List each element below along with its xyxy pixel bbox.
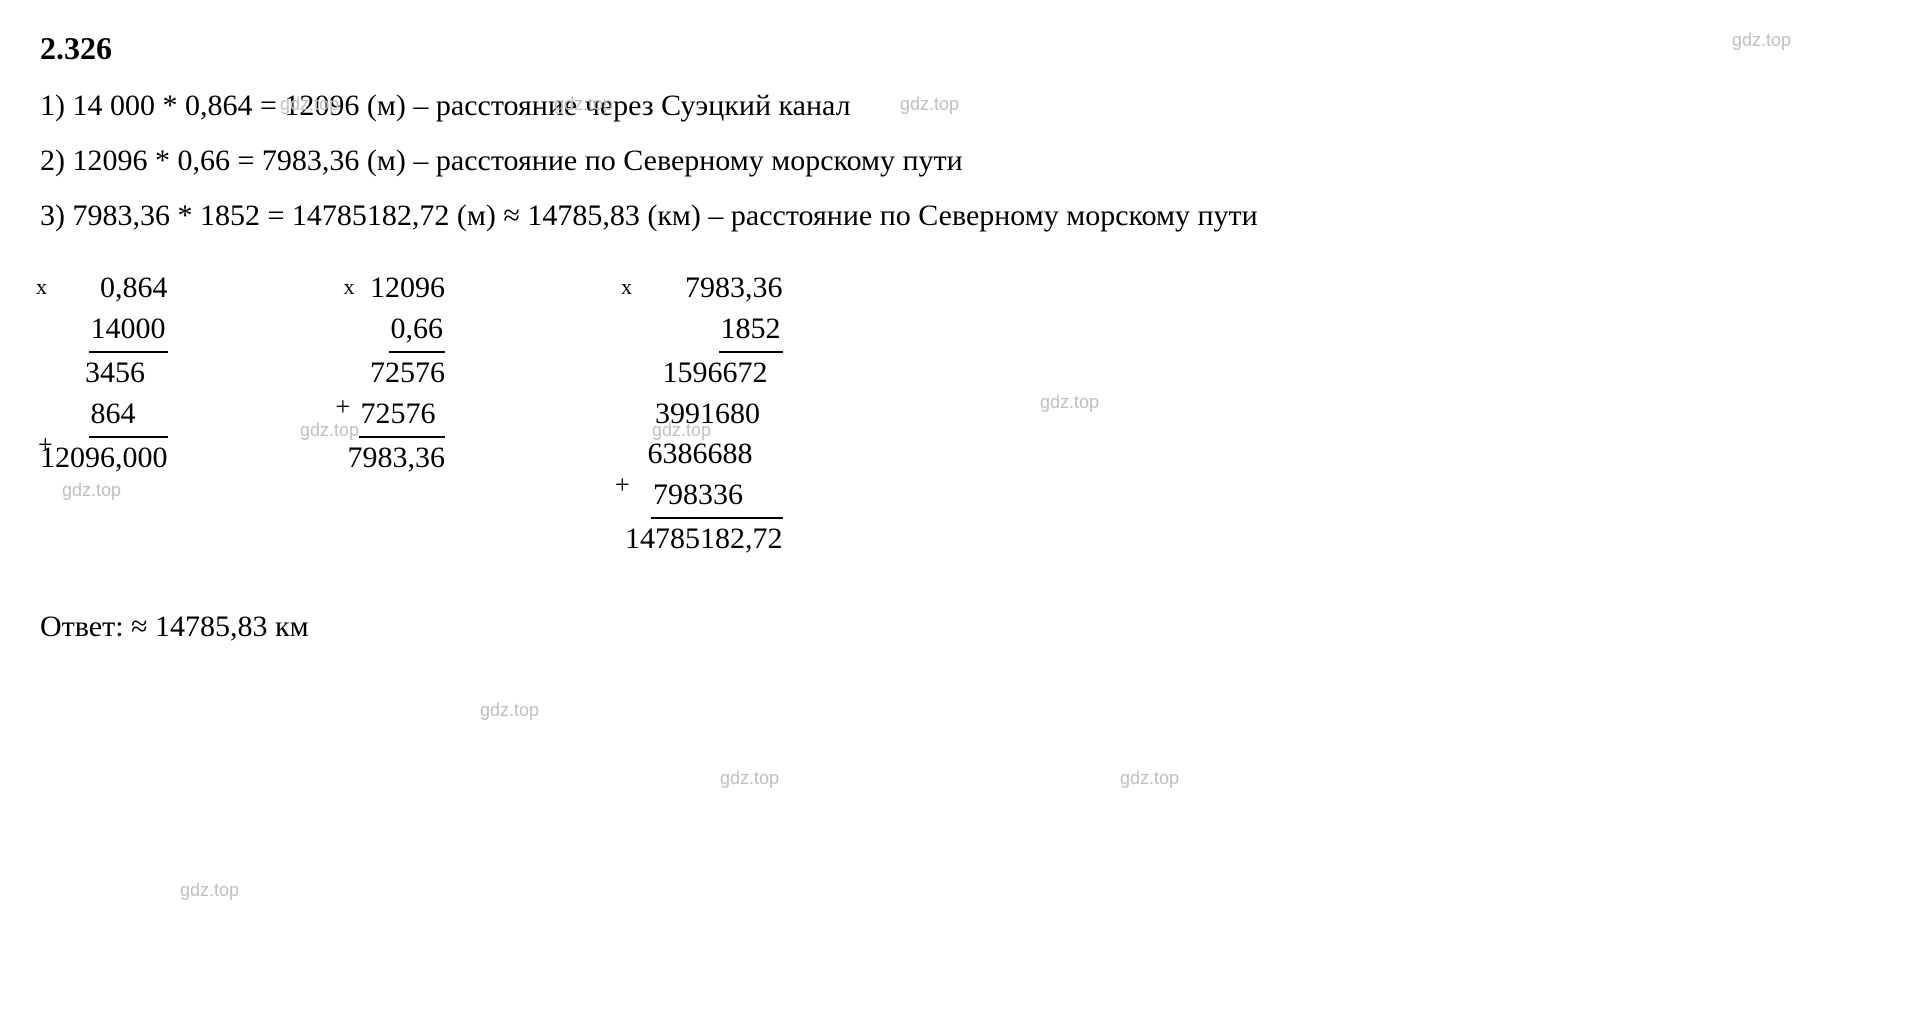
step-2-number: 2) bbox=[40, 144, 65, 177]
calc3-partial-4: 798336 bbox=[651, 475, 783, 520]
multiply-marker-1: х bbox=[36, 274, 47, 300]
step-2: 2) 12096 * 0,66 = 7983,36 (м) – расстоян… bbox=[40, 138, 1871, 183]
calc3-operand2: 1852 bbox=[719, 309, 783, 354]
problem-number: 2.326 bbox=[40, 30, 1871, 67]
calc2-partial-2: 72576 bbox=[359, 394, 446, 439]
step-2-expression: 12096 * 0,66 = 7983,36 (м) bbox=[73, 144, 406, 177]
answer-value: ≈ 14785,83 км bbox=[131, 610, 309, 643]
calc-block-3: х 7983,36 1852 1596672 3991680 + 6386688… bbox=[625, 268, 783, 560]
calc2-result: 7983,36 bbox=[348, 438, 446, 479]
watermark: gdz.top bbox=[480, 700, 539, 721]
calc-block-2: х 12096 0,66 + 72576 72576 7983,36 bbox=[348, 268, 446, 560]
watermark: gdz.top bbox=[720, 768, 779, 789]
step-1-expression: 14 000 * 0,864 = 12096 (м) bbox=[73, 89, 406, 122]
step-3: 3) 7983,36 * 1852 = 14785182,72 (м) ≈ 14… bbox=[40, 193, 1871, 238]
calc1-partial-2: 864 bbox=[89, 394, 168, 439]
answer-label: Ответ: bbox=[40, 610, 131, 643]
step-2-description: – расстояние по Северному морскому пути bbox=[413, 144, 962, 177]
calc2-operand2: 0,66 bbox=[389, 309, 446, 354]
multiply-marker-2: х bbox=[344, 274, 355, 300]
step-3-number: 3) bbox=[40, 199, 65, 232]
calculations-row: х 0,864 14000 + 3456 864 12096,000 х 120… bbox=[40, 268, 1871, 560]
watermark: gdz.top bbox=[1120, 768, 1179, 789]
plus-marker-2: + bbox=[336, 392, 351, 422]
step-1: 1) 14 000 * 0,864 = 12096 (м) – расстоян… bbox=[40, 83, 1871, 128]
calc1-operand1: 0,864 bbox=[100, 268, 168, 309]
calc1-partial-1: 3456 bbox=[85, 353, 168, 394]
plus-marker-3: + bbox=[615, 470, 630, 500]
step-1-description: – расстояние через Суэцкий канал bbox=[413, 89, 850, 122]
calc3-partial-3: 6386688 bbox=[648, 434, 783, 475]
calc3-partial-2: 3991680 bbox=[655, 394, 783, 435]
answer-line: Ответ: ≈ 14785,83 км bbox=[40, 610, 1871, 644]
watermark: gdz.top bbox=[180, 880, 239, 901]
calc3-partial-1: 1596672 bbox=[663, 353, 783, 394]
step-3-expression: 7983,36 * 1852 = 14785182,72 (м) ≈ 14785… bbox=[73, 199, 701, 232]
calc1-operand2: 14000 bbox=[89, 309, 168, 354]
calc-block-1: х 0,864 14000 + 3456 864 12096,000 bbox=[40, 268, 168, 560]
step-3-description: – расстояние по Северному морскому пути bbox=[708, 199, 1257, 232]
calc1-result: 12096,000 bbox=[40, 438, 168, 479]
multiply-marker-3: х bbox=[621, 274, 632, 300]
calc3-operand1: 7983,36 bbox=[685, 268, 783, 309]
step-1-number: 1) bbox=[40, 89, 65, 122]
calc2-operand1: 12096 bbox=[370, 268, 445, 309]
plus-marker-1: + bbox=[38, 430, 53, 460]
calc3-result: 14785182,72 bbox=[625, 519, 783, 560]
calc2-partial-1: 72576 bbox=[370, 353, 445, 394]
